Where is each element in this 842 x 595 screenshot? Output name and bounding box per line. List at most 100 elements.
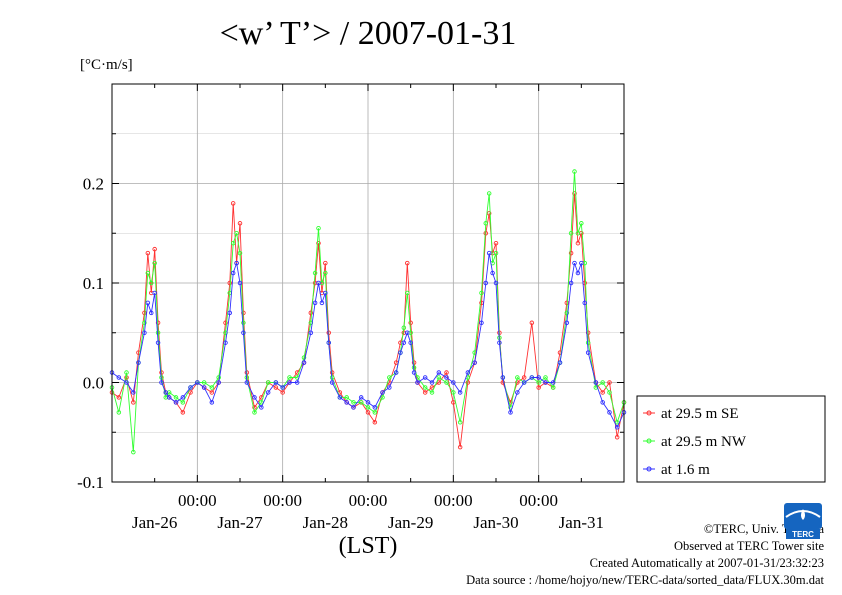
series-2-point xyxy=(564,310,570,316)
series-3-point xyxy=(483,280,489,286)
series-2-point xyxy=(486,191,492,196)
series-2-point xyxy=(457,420,463,425)
series-1-point xyxy=(116,395,122,400)
series-2-point xyxy=(216,375,221,380)
series-3-point xyxy=(259,405,264,410)
series-2-point xyxy=(351,400,356,405)
series-3-point xyxy=(201,385,207,390)
terc-logo: TERC xyxy=(784,503,822,539)
series-2-point xyxy=(145,270,151,276)
x-tick-label: 00:00 xyxy=(263,491,302,510)
legend-label: at 1.6 m xyxy=(661,462,710,478)
series-1-point xyxy=(436,380,442,385)
series-3-point xyxy=(166,395,172,400)
axis-layer: -0.10.00.10.200:00 00:00 00:00 00:00 00:00Ja… xyxy=(77,84,624,532)
series-1-point xyxy=(493,240,499,246)
day-label: Jan-27 xyxy=(217,513,263,532)
series-3-point xyxy=(180,395,186,400)
series-2-point xyxy=(372,410,378,415)
legend-label: at 29.5 m NW xyxy=(661,434,747,450)
series-1-point xyxy=(372,420,378,425)
series-1-point xyxy=(223,320,228,326)
series-1-point xyxy=(230,201,236,206)
chart-title: <w’ T’> / 2007-01-31 xyxy=(219,15,517,52)
series-1-point xyxy=(131,400,136,405)
series-3-point xyxy=(312,300,318,306)
series-3-point xyxy=(515,390,520,395)
series-3-point xyxy=(536,375,541,380)
series-3-point xyxy=(326,340,331,345)
series-1-point xyxy=(323,260,328,266)
series-2-point xyxy=(600,380,605,385)
series-2-point xyxy=(572,169,577,174)
series-3-point xyxy=(131,390,136,395)
series-3-point xyxy=(237,280,243,286)
series-2-point xyxy=(237,250,243,256)
series-3-point xyxy=(265,390,271,395)
series-2-point xyxy=(543,375,548,380)
series-3-point xyxy=(457,390,463,395)
series-2-point xyxy=(483,221,489,226)
series-1-point xyxy=(457,444,463,450)
y-axis-unit: [°C·m/s] xyxy=(80,57,133,73)
series-3-point xyxy=(568,280,574,286)
series-1-point xyxy=(316,240,321,246)
series-3-point xyxy=(593,380,599,385)
series-3-point xyxy=(149,310,154,316)
series-2-point xyxy=(422,385,428,390)
series-3-point xyxy=(436,370,442,375)
series-2-point xyxy=(365,405,371,410)
series-3-point xyxy=(444,375,449,380)
series-3-point xyxy=(486,250,492,256)
series-1-point xyxy=(405,260,410,266)
series-2-point xyxy=(493,250,499,256)
series-3-point xyxy=(136,360,141,365)
series-2-point xyxy=(116,410,122,415)
series-3-point xyxy=(287,380,292,385)
series-1-point xyxy=(180,410,186,415)
series-3-point xyxy=(358,395,364,400)
series-3-point xyxy=(234,260,239,266)
series-3-point xyxy=(319,300,325,306)
series-1-point xyxy=(572,191,577,196)
x-tick-label: 00:00 xyxy=(519,491,558,510)
series-3-point xyxy=(493,280,499,286)
day-label: Jan-30 xyxy=(473,513,518,532)
series-2-point xyxy=(585,340,591,345)
series-3-point xyxy=(380,390,385,395)
series-2-point xyxy=(579,221,584,226)
series-3-point xyxy=(273,380,279,385)
series-3-point xyxy=(316,280,321,286)
series-3-point xyxy=(408,340,413,345)
logo-text: TERC xyxy=(792,530,814,539)
series-3-point xyxy=(209,400,215,405)
series-2-point xyxy=(429,390,435,395)
series-3-point xyxy=(308,330,314,336)
series-2-point xyxy=(550,385,556,390)
legend-swatch-marker xyxy=(646,466,652,472)
series-2-point xyxy=(155,330,161,336)
series-3-point xyxy=(429,380,435,385)
series-3-point xyxy=(572,260,577,266)
series-1-point xyxy=(408,320,413,326)
series-1-point xyxy=(568,250,574,256)
series-2-point xyxy=(536,380,541,385)
series-3-point xyxy=(195,380,200,385)
series-3-point xyxy=(472,360,477,365)
series-2-point xyxy=(241,320,246,326)
series-3-point xyxy=(142,330,147,336)
series-1-point xyxy=(145,250,151,256)
credit-site: Observed at TERC Tower site xyxy=(673,539,824,553)
series-3-point xyxy=(557,360,563,365)
y-tick-label: 0.0 xyxy=(83,374,104,393)
series-2-point xyxy=(405,290,410,296)
series-3-point xyxy=(365,400,371,405)
series-2-point xyxy=(201,380,207,385)
series-2-point xyxy=(209,385,215,390)
series-3-point xyxy=(490,270,495,276)
series-3-point xyxy=(301,360,307,365)
series-2-point xyxy=(142,320,147,326)
series-3-point xyxy=(152,290,157,296)
series-3-point xyxy=(585,350,591,355)
series-3-point xyxy=(600,400,605,405)
